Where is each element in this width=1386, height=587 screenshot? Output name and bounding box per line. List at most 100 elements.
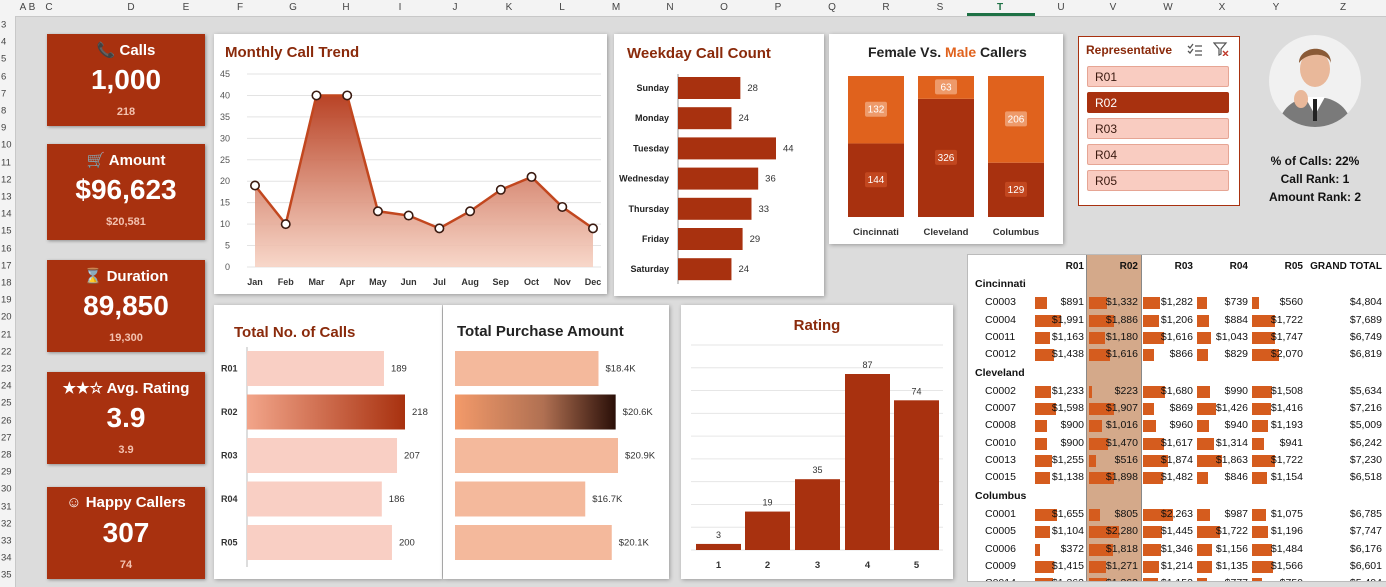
column-header-s: S [936,2,944,13]
pivot-customer-id: C0007 [985,402,1016,415]
pivot-cell-r05: $1,154 [1270,471,1303,484]
pivot-divider [1086,255,1087,581]
pivot-table: R01 R02 R03 R04 R05 GRAND TOTAL Cincinnati C000… [967,254,1386,582]
slicer-item-r03[interactable]: R03 [1087,118,1229,139]
row-header-30: 30 [1,483,12,495]
row-header-25: 25 [1,397,12,409]
monthly-x-tick: Sep [493,277,510,287]
pivot-cell-r05: $1,196 [1270,525,1303,538]
pivot-row: C0008 $900 $1,016 $960 $940 $1,193 $5,009 [968,418,1386,435]
pivot-cell-r05: $1,747 [1270,330,1303,343]
kpi-label-calls: 📞 Calls [96,42,156,59]
weekday-label-tuesday: Tuesday [633,143,669,153]
pivot-cell-r05: $1,508 [1270,384,1303,397]
calls-bar-r01 [247,351,384,386]
multi-select-icon[interactable] [1187,43,1203,57]
pivot-cell-r01: $1,104 [1051,525,1084,538]
pivot-data-bar [1197,472,1209,485]
pivot-cell-r04: $739 [1224,296,1248,309]
pivot-cell-r02: $1,271 [1105,559,1138,572]
kpi-value-amount: $96,623 [75,174,177,205]
pivot-row: C0002 $1,233 $223 $1,680 $990 $1,508 $5,634 [968,384,1386,401]
pivot-cell-r05: $1,416 [1270,402,1303,415]
pivot-cell-r02: $1,016 [1105,419,1138,432]
pivot-cell-r05: $1,484 [1270,542,1303,555]
pivot-grand-total: $7,230 [1349,454,1382,466]
monthly-y-tick: 30 [220,133,230,143]
pivot-cell-r04: $884 [1224,313,1248,326]
calls-bar-r04 [247,481,382,517]
purchase-value: $20.9K [625,451,656,462]
row-header-7: 7 [1,88,7,100]
slicer-item-r05[interactable]: R05 [1087,170,1229,191]
pivot-grand-total: $6,518 [1349,471,1382,484]
gender-value-male: 63 [940,82,952,93]
pivot-cell-r04: $1,426 [1215,402,1248,415]
monthly-y-tick: 0 [225,262,230,272]
pivot-cell-r01: $1,991 [1051,313,1084,326]
pivot-customer-id: C0014 [985,577,1016,581]
monthly-trend-title: Monthly Call Trend [225,44,360,61]
pivot-cell-r01: $1,163 [1051,330,1084,343]
pivot-data-bar [1035,437,1047,450]
row-header-22: 22 [1,346,12,358]
pivot-data-bar [1089,314,1114,327]
clear-filter-icon[interactable] [1213,42,1229,56]
monthly-x-tick: Apr [339,277,355,287]
column-header-w: W [1163,2,1173,13]
weekday-value: 36 [765,174,776,185]
pivot-data-bar [1252,526,1268,539]
pivot-cell-r02: $1,907 [1105,402,1138,415]
pivot-cell-r04: $1,156 [1215,542,1248,555]
pivot-cell-r05: $1,075 [1270,507,1303,520]
gender-value-female: 129 [1008,185,1025,196]
pivot-data-bar [1035,349,1054,362]
pivot-cell-r04: $987 [1224,507,1248,520]
row-header-bar: 3 4 5 6 7 8 9 10 11 12 13 14 15 16 17 18 19 20 21 22 23 24 25 2… [0,16,16,587]
pivot-data-bar [1143,314,1159,327]
pivot-grand-total: $5,404 [1312,577,1382,581]
pivot-data-bar [1252,560,1273,573]
kpi-card-duration: ⌛ Duration 89,850 19,300 [47,260,205,352]
row-header-11: 11 [1,157,11,169]
pivot-cell-r01: $1,438 [1051,348,1084,361]
pivot-cell-r03: $1,482 [1160,471,1193,484]
selected-column-indicator [967,13,1035,16]
column-header-p: P [774,2,782,13]
pivot-row: C0003 $891 $1,332 $1,282 $739 $560 $4,804 [968,295,1386,312]
pivot-customer-id: C0011 [985,330,1016,343]
row-header-33: 33 [1,535,12,547]
slicer-item-r04[interactable]: R04 [1087,144,1229,165]
pivot-cell-r03: $1,616 [1160,330,1193,343]
pivot-row: C0007 $1,598 $1,907 $869 $1,426 $1,416 $7,216 [968,401,1386,418]
monthly-x-tick: Jan [247,277,263,287]
pivot-row: C0015 $1,138 $1,898 $1,482 $846 $1,154 $6,518 [968,470,1386,487]
calls-value: 189 [391,364,407,375]
pivot-row: C0004 $1,991 $1,886 $1,206 $884 $1,722 $7,689 [968,313,1386,330]
pivot-grand-total: $5,634 [1349,384,1382,397]
pivot-data-bar [1089,526,1119,539]
row-header-13: 13 [1,191,12,203]
pivot-data-bar [1035,526,1050,539]
pivot-cell-r03: $960 [1169,419,1193,432]
monthly-x-tick: Jul [433,277,446,287]
pct-calls-stat: % of Calls: 22% [1270,154,1360,168]
pivot-cell-r03: $1,206 [1160,313,1193,326]
gender-label-bg [935,79,957,95]
pivot-cell-r03: $1,282 [1160,296,1193,309]
calls-rep-label: R04 [221,494,238,504]
rating-category: 4 [865,560,871,571]
calls-rep-label: R01 [221,364,238,374]
column-header-y: Y [1272,2,1280,13]
column-header-o: O [720,2,728,13]
pivot-cell-r03: $866 [1169,348,1193,361]
slicer-item-r02[interactable]: R02 [1087,92,1229,113]
pivot-cell-r03: $1,445 [1160,525,1193,538]
purchase-value: $20.6K [623,407,654,418]
pivot-data-bar [1252,437,1265,450]
monthly-point-nov [557,201,568,212]
pivot-data-bar [1252,578,1262,581]
kpi-label-avg-rating: ★★☆ Avg. Rating [62,380,190,397]
slicer-item-r01[interactable]: R01 [1087,66,1229,87]
weekday-value: 29 [750,234,761,245]
